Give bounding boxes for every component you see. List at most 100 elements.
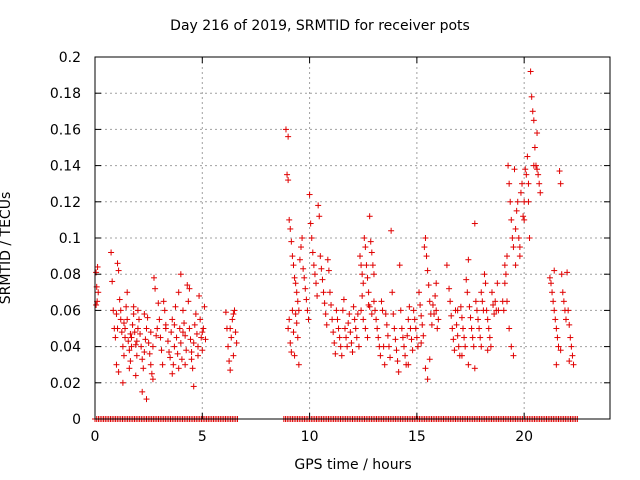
data-point [424,267,431,274]
data-point [178,356,185,363]
data-point [129,321,136,328]
data-point [188,356,195,363]
data-point [546,274,553,281]
data-point [504,298,510,305]
data-point [120,320,127,327]
data-point [285,325,292,332]
x-axis-label: GPS time / hours [294,457,412,473]
data-point [537,189,544,196]
data-point [346,311,353,318]
data-point [359,292,366,299]
data-point [310,262,317,269]
y-tick-label: 0.08 [50,267,81,283]
data-point [487,343,494,350]
data-point [471,220,478,227]
data-point [144,314,151,321]
data-point [385,343,392,350]
data-point [341,325,348,332]
data-point [287,339,294,346]
data-point [478,289,485,296]
data-point [347,329,354,336]
data-point [93,301,100,308]
data-point [554,334,561,341]
data-point [374,325,381,332]
data-point [340,296,347,303]
tick-labels: 0 5 10 15 20 0 0.02 0.04 0.06 0.08 0.1 0.12 0.14 0.16… [50,50,533,445]
data-point [443,262,450,269]
data-point [535,171,542,178]
data-point [425,282,432,289]
data-point [366,213,373,220]
data-point [135,316,142,323]
data-point [567,334,574,341]
data-point [512,262,519,269]
data-point [190,339,197,346]
data-point [188,349,195,356]
data-point [372,307,379,314]
data-point [563,316,570,323]
data-point [127,358,134,365]
data-point [551,267,558,274]
data-point [301,274,308,281]
data-point [225,343,232,350]
data-point [516,244,523,251]
data-point [339,307,346,314]
data-point [125,338,132,345]
data-point [560,298,567,305]
data-point [334,316,341,323]
data-point [294,334,301,341]
data-point [353,334,360,341]
data-point [502,271,509,278]
data-point [302,285,309,292]
data-point [453,321,460,328]
data-point [525,180,532,187]
data-point [130,303,137,310]
data-point [359,271,366,278]
data-point [155,300,162,307]
y-tick-label: 0.18 [50,86,81,102]
data-point [289,307,296,314]
y-tick-label: 0.12 [50,195,81,211]
data-point [380,343,387,350]
data-point [368,249,375,256]
data-point [182,332,189,339]
data-point [501,280,508,287]
data-point [343,334,350,341]
data-point [200,325,207,332]
data-point [367,238,374,245]
data-point [470,343,477,350]
data-point [132,341,139,348]
data-point [153,332,160,339]
data-point [130,311,137,318]
data-point [330,329,337,336]
data-point [299,235,306,241]
data-point [319,276,326,283]
data-point [289,253,296,260]
data-point [358,307,365,314]
data-point [479,298,486,305]
data-point [344,343,351,350]
data-point [486,334,493,341]
data-point [383,321,390,328]
data-point [149,376,156,383]
data-point [354,311,361,318]
data-point [124,289,131,296]
data-point [119,379,126,386]
data-point [514,198,521,205]
data-point [405,361,412,368]
data-point [228,334,235,341]
data-point [182,361,189,368]
data-point [410,307,417,314]
data-point [369,262,376,269]
data-point [482,280,489,287]
data-point [392,336,399,343]
data-point [433,307,440,314]
data-point [414,343,421,350]
data-point [158,347,165,354]
data-point [448,312,455,319]
data-point [311,271,318,278]
data-point [336,334,343,341]
data-point [183,347,190,354]
x-tick-label: 0 [91,429,100,445]
data-point [467,314,474,321]
